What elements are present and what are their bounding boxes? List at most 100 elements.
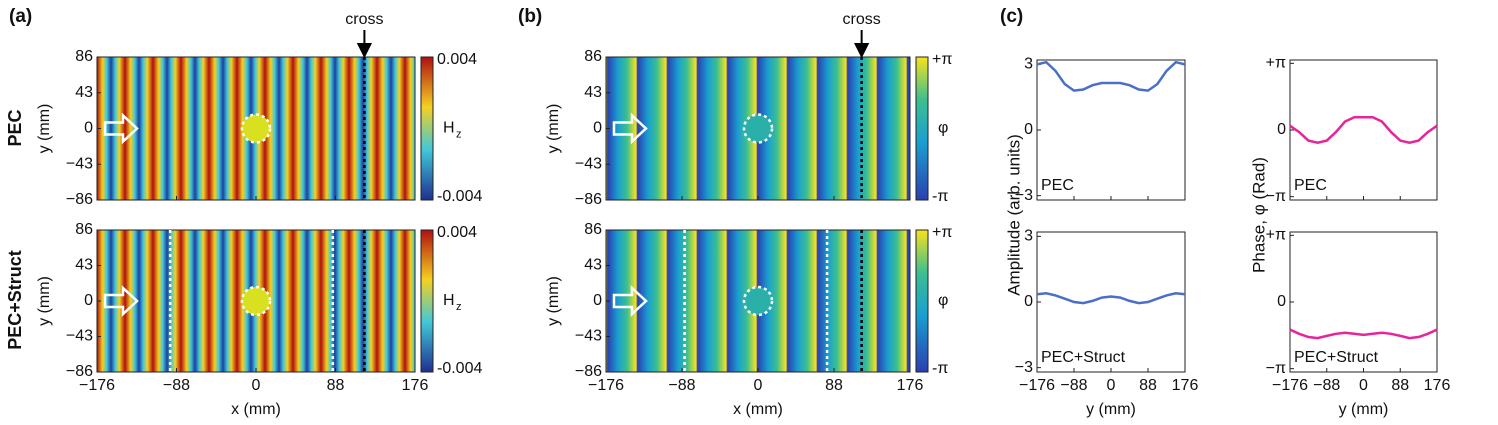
y-tick-label: −43 [575, 328, 602, 345]
row-label: PEC+Struct [1041, 349, 1126, 366]
x-tick-label: −88 [1313, 377, 1340, 394]
x-tick-label: 0 [1107, 377, 1116, 394]
y-tick-label: 0 [593, 120, 602, 137]
obstacle [742, 285, 774, 317]
annotation-arrow [854, 30, 870, 59]
colorbar-symbol: φ [938, 292, 948, 309]
incident-arrow [103, 112, 139, 145]
y-tick-label: +π [1266, 227, 1286, 244]
colorbar-symbol: H [443, 120, 455, 137]
y-tick-label: −π [1266, 188, 1286, 205]
colorbar-tick-label: 0.004 [437, 51, 477, 68]
y-tick-label: 43 [584, 84, 602, 101]
y-tick-label: 86 [75, 48, 93, 65]
y-tick-label: 0 [84, 120, 93, 137]
x-tick-label: −176 [588, 377, 624, 394]
annotation: cross [345, 11, 383, 28]
x-tick-label: −176 [1272, 377, 1308, 394]
layer: (a) 86 43 0 −43 −86 y (mm) 0.004 -0.004 H z 86 43 0 −4… [5, 6, 1451, 418]
y-tick-label: 43 [584, 257, 602, 274]
y-tick-label: 43 [75, 257, 93, 274]
y-tick-label: 0 [1277, 121, 1286, 138]
y-tick-label: −43 [575, 155, 602, 172]
panel-label: (a) [9, 6, 32, 27]
y-axis-label: y (mm) [545, 276, 562, 326]
y-tick-label: +π [1266, 55, 1286, 72]
x-tick-label: 176 [402, 377, 429, 394]
y-tick-label: 43 [75, 84, 93, 101]
incident-arrow [612, 285, 648, 317]
colorbar-subscript: z [456, 128, 462, 140]
y-tick-label: −86 [575, 363, 602, 380]
y-tick-label: −43 [66, 328, 93, 345]
x-tick-label: 0 [1359, 377, 1368, 394]
obstacle [240, 285, 272, 317]
y-tick-label: 86 [584, 221, 602, 238]
colorbar-tick-label: +π [932, 224, 952, 241]
x-tick-label: 0 [754, 377, 763, 394]
y-tick-label: 86 [75, 221, 93, 238]
annotation: cross [843, 11, 881, 28]
curve [1289, 328, 1438, 340]
annotation-arrow [356, 30, 373, 59]
y-tick-label: −86 [66, 363, 93, 380]
row-label: PEC+Struct [5, 250, 25, 350]
obstacle [742, 113, 774, 144]
x-tick-label: 176 [1172, 377, 1199, 394]
x-axis-label: x (mm) [733, 401, 783, 418]
y-tick-label: 3 [1024, 228, 1033, 245]
x-tick-label: −176 [1019, 377, 1055, 394]
y-tick-label: 0 [84, 292, 93, 309]
colorbar-tick-label: -π [932, 360, 948, 377]
colorbar-symbol: φ [938, 120, 948, 137]
row-label: PEC+Struct [1294, 349, 1379, 366]
curve [1289, 116, 1438, 144]
y-tick-label: −86 [575, 191, 602, 208]
y-tick-label: 86 [584, 48, 602, 65]
x-axis-label: x (mm) [231, 401, 281, 418]
panel-label: (c) [1000, 6, 1023, 27]
y-axis-label: Amplitude (arb. units) [1004, 134, 1023, 296]
colorbar-tick-label: -0.004 [437, 188, 482, 205]
x-tick-label: 88 [1391, 377, 1409, 394]
y-tick-label: 0 [1024, 293, 1033, 310]
colorbar [915, 56, 929, 201]
colorbar [420, 56, 434, 201]
x-tick-label: 88 [825, 377, 843, 394]
colorbar-tick-label: -0.004 [437, 360, 482, 377]
y-axis-label: y (mm) [36, 276, 53, 326]
y-tick-label: 0 [1277, 293, 1286, 310]
row-label: PEC [1294, 177, 1327, 194]
x-axis-label: y (mm) [1339, 401, 1389, 418]
x-axis-label: y (mm) [1086, 401, 1136, 418]
y-axis-label: Phase, φ (Rad) [1249, 157, 1268, 273]
y-axis-label: y (mm) [545, 104, 562, 154]
x-tick-label: 88 [327, 377, 345, 394]
colorbar [420, 229, 434, 373]
incident-arrow [103, 285, 139, 317]
y-tick-label: 3 [1024, 56, 1033, 73]
y-tick-label: −π [1266, 360, 1286, 377]
y-tick-label: 0 [593, 292, 602, 309]
colorbar-symbol: H [443, 292, 455, 309]
x-tick-label: −88 [163, 377, 190, 394]
x-tick-label: 176 [897, 377, 924, 394]
x-tick-label: 0 [252, 377, 261, 394]
x-tick-label: −88 [668, 377, 695, 394]
x-tick-label: −176 [79, 377, 115, 394]
incident-arrow [612, 112, 648, 145]
curve [1036, 60, 1186, 92]
y-tick-label: 0 [1024, 121, 1033, 138]
x-tick-label: 176 [1424, 377, 1451, 394]
y-tick-label: −3 [1015, 187, 1033, 204]
obstacle [240, 113, 272, 144]
y-tick-label: −43 [66, 155, 93, 172]
row-label: PEC [5, 109, 25, 146]
y-axis-label: y (mm) [36, 104, 53, 154]
row-label: PEC [1041, 177, 1074, 194]
curve [1036, 292, 1186, 305]
colorbar-tick-label: +π [932, 51, 952, 68]
colorbar-tick-label: -π [932, 188, 948, 205]
y-tick-label: −86 [66, 191, 93, 208]
